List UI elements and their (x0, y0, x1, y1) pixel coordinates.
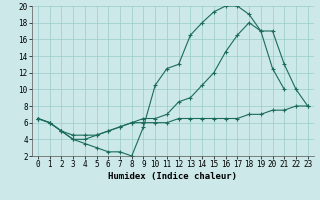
X-axis label: Humidex (Indice chaleur): Humidex (Indice chaleur) (108, 172, 237, 181)
